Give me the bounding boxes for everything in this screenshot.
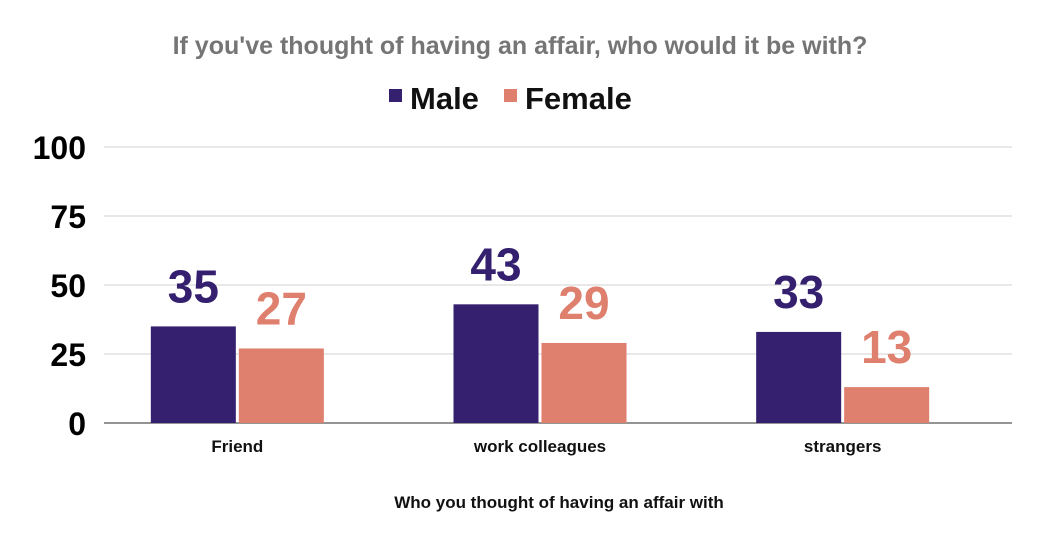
bar-male-2	[756, 331, 842, 423]
bar-male-1	[453, 304, 539, 423]
bars	[150, 304, 930, 423]
bar-female-0	[238, 348, 324, 423]
data-label-female-1: 29	[558, 277, 609, 329]
legend-label-female: Female	[525, 81, 632, 116]
y-tick-label: 0	[68, 406, 86, 442]
x-tick-label: strangers	[804, 437, 881, 456]
legend-swatch-male	[389, 89, 402, 102]
bar-female-2	[844, 387, 930, 423]
y-tick-label: 100	[33, 130, 86, 166]
legend: Male Female	[389, 81, 632, 116]
x-axis-ticks: Friend work colleagues strangers	[211, 437, 881, 456]
chart-title: If you've thought of having an affair, w…	[173, 32, 868, 60]
legend-label-male: Male	[410, 81, 479, 116]
x-axis-label: Who you thought of having an affair with	[394, 493, 724, 512]
bar-female-1	[541, 342, 627, 423]
y-tick-label: 25	[50, 337, 86, 373]
data-label-female-2: 13	[861, 321, 912, 373]
data-label-male-0: 35	[168, 260, 219, 312]
y-tick-label: 50	[50, 268, 86, 304]
y-axis-ticks: 0 25 50 75 100	[33, 130, 86, 442]
x-tick-label: Friend	[211, 437, 263, 456]
y-tick-label: 75	[50, 199, 86, 235]
legend-swatch-female	[504, 89, 517, 102]
data-label-male-1: 43	[470, 238, 521, 290]
x-tick-label: work colleagues	[473, 437, 606, 456]
bar-male-0	[150, 326, 236, 423]
data-label-female-0: 27	[256, 282, 307, 334]
data-labels: 35 27 43 29 33 13	[168, 238, 913, 373]
data-label-male-2: 33	[773, 266, 824, 318]
